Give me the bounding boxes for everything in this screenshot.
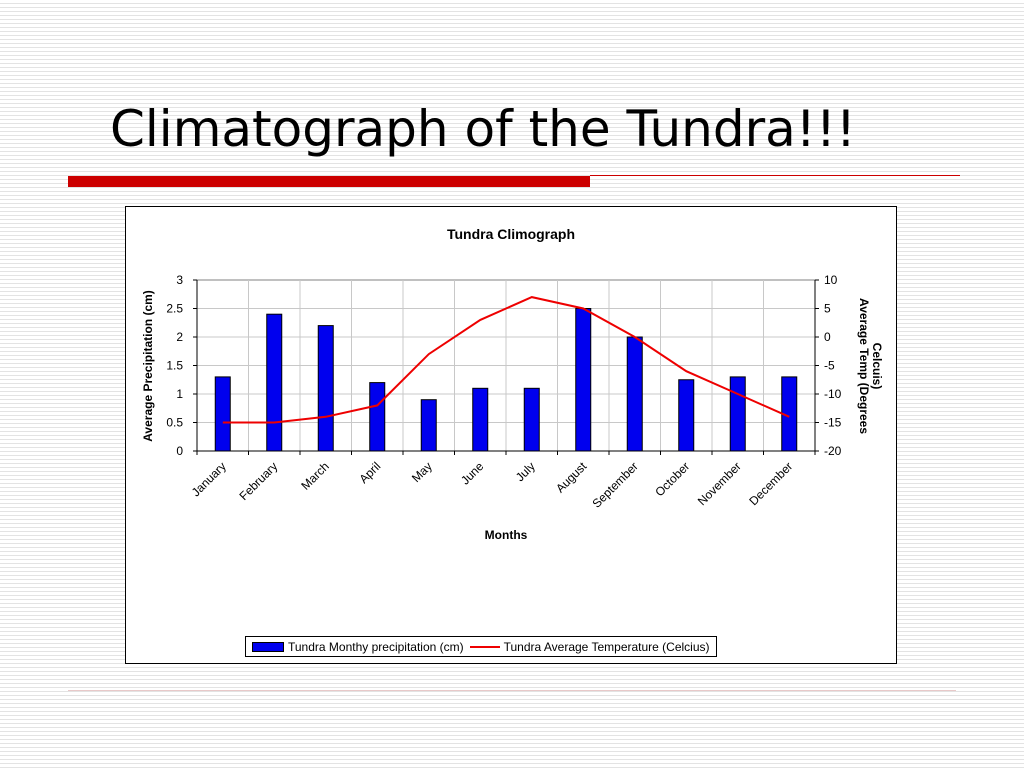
bar-november <box>729 376 746 452</box>
bar-february <box>266 313 283 452</box>
chart-frame: Tundra Climograph 0 0.5 1 1.5 2 2.5 3 -20 -15 -10… <box>125 206 897 664</box>
chart-legend: Tundra Monthy precipitation (cm) Tundra … <box>245 636 717 657</box>
y2-tick-label: -20 <box>824 444 842 458</box>
legend-item-precipitation: Tundra Monthy precipitation (cm) <box>252 640 464 654</box>
x-tick-label: October <box>652 459 692 499</box>
y2-axis-label-line-2: Celcuis) <box>870 343 884 390</box>
bar-june <box>472 387 489 452</box>
y-tick-label: 1 <box>176 387 183 401</box>
y-tick-label: 0 <box>176 444 183 458</box>
x-tick-label: December <box>746 459 795 508</box>
title-underline-bar <box>68 176 590 187</box>
axes <box>193 279 819 455</box>
y2-tick-label: -5 <box>824 359 835 373</box>
footer-divider <box>68 690 956 691</box>
x-tick-label: March <box>298 459 331 492</box>
y-tick-label: 1.5 <box>166 359 183 373</box>
y-axis-label: Average Precipitation (cm) <box>141 290 155 442</box>
legend-label-precipitation: Tundra Monthy precipitation (cm) <box>288 639 464 654</box>
y2-tick-label: 5 <box>824 302 831 316</box>
x-tick-label: May <box>409 459 435 485</box>
y-tick-label: 2.5 <box>166 302 183 316</box>
legend-swatch-line <box>469 645 500 648</box>
bar-april <box>369 382 386 452</box>
temperature-line <box>222 296 790 424</box>
x-tick-label: August <box>553 459 590 496</box>
y2-tick-label: -10 <box>824 387 842 401</box>
temperature-line-group <box>222 296 790 424</box>
title-underline-thin <box>590 175 960 176</box>
bar-july <box>523 387 540 452</box>
x-tick-label: April <box>356 459 383 486</box>
legend-label-temperature: Tundra Average Temperature (Celcius) <box>503 639 710 654</box>
chart-svg: Tundra Climograph 0 0.5 1 1.5 2 2.5 3 -20 -15 -10… <box>141 226 884 542</box>
y2-tick-label: -15 <box>824 416 842 430</box>
precipitation-bars <box>214 308 798 452</box>
y-tick-label: 0.5 <box>166 416 183 430</box>
bar-september <box>626 336 643 452</box>
x-tick-label: November <box>695 459 744 508</box>
bar-march <box>317 325 334 452</box>
x-tick-label: September <box>589 459 640 510</box>
x-tick-label: June <box>458 459 487 488</box>
x-tick-label: January <box>189 459 229 499</box>
bar-may <box>420 399 437 452</box>
x-tick-label: February <box>237 459 281 503</box>
bar-october <box>678 379 695 452</box>
y-tick-label: 2 <box>176 330 183 344</box>
x-axis-label: Months <box>485 528 528 542</box>
legend-item-temperature: Tundra Average Temperature (Celcius) <box>464 640 710 654</box>
chart-title: Tundra Climograph <box>447 226 575 242</box>
bar-august <box>575 308 592 452</box>
legend-swatch-bar <box>252 641 284 652</box>
y2-axis-label-line-1: Average Temp (Degrees <box>857 298 871 434</box>
y2-tick-label: 10 <box>824 273 838 287</box>
y-tick-label: 3 <box>176 273 183 287</box>
bar-january <box>214 376 231 452</box>
y2-tick-label: 0 <box>824 330 831 344</box>
slide-title: Climatograph of the Tundra!!! <box>110 100 856 158</box>
x-tick-label: July <box>513 459 538 484</box>
